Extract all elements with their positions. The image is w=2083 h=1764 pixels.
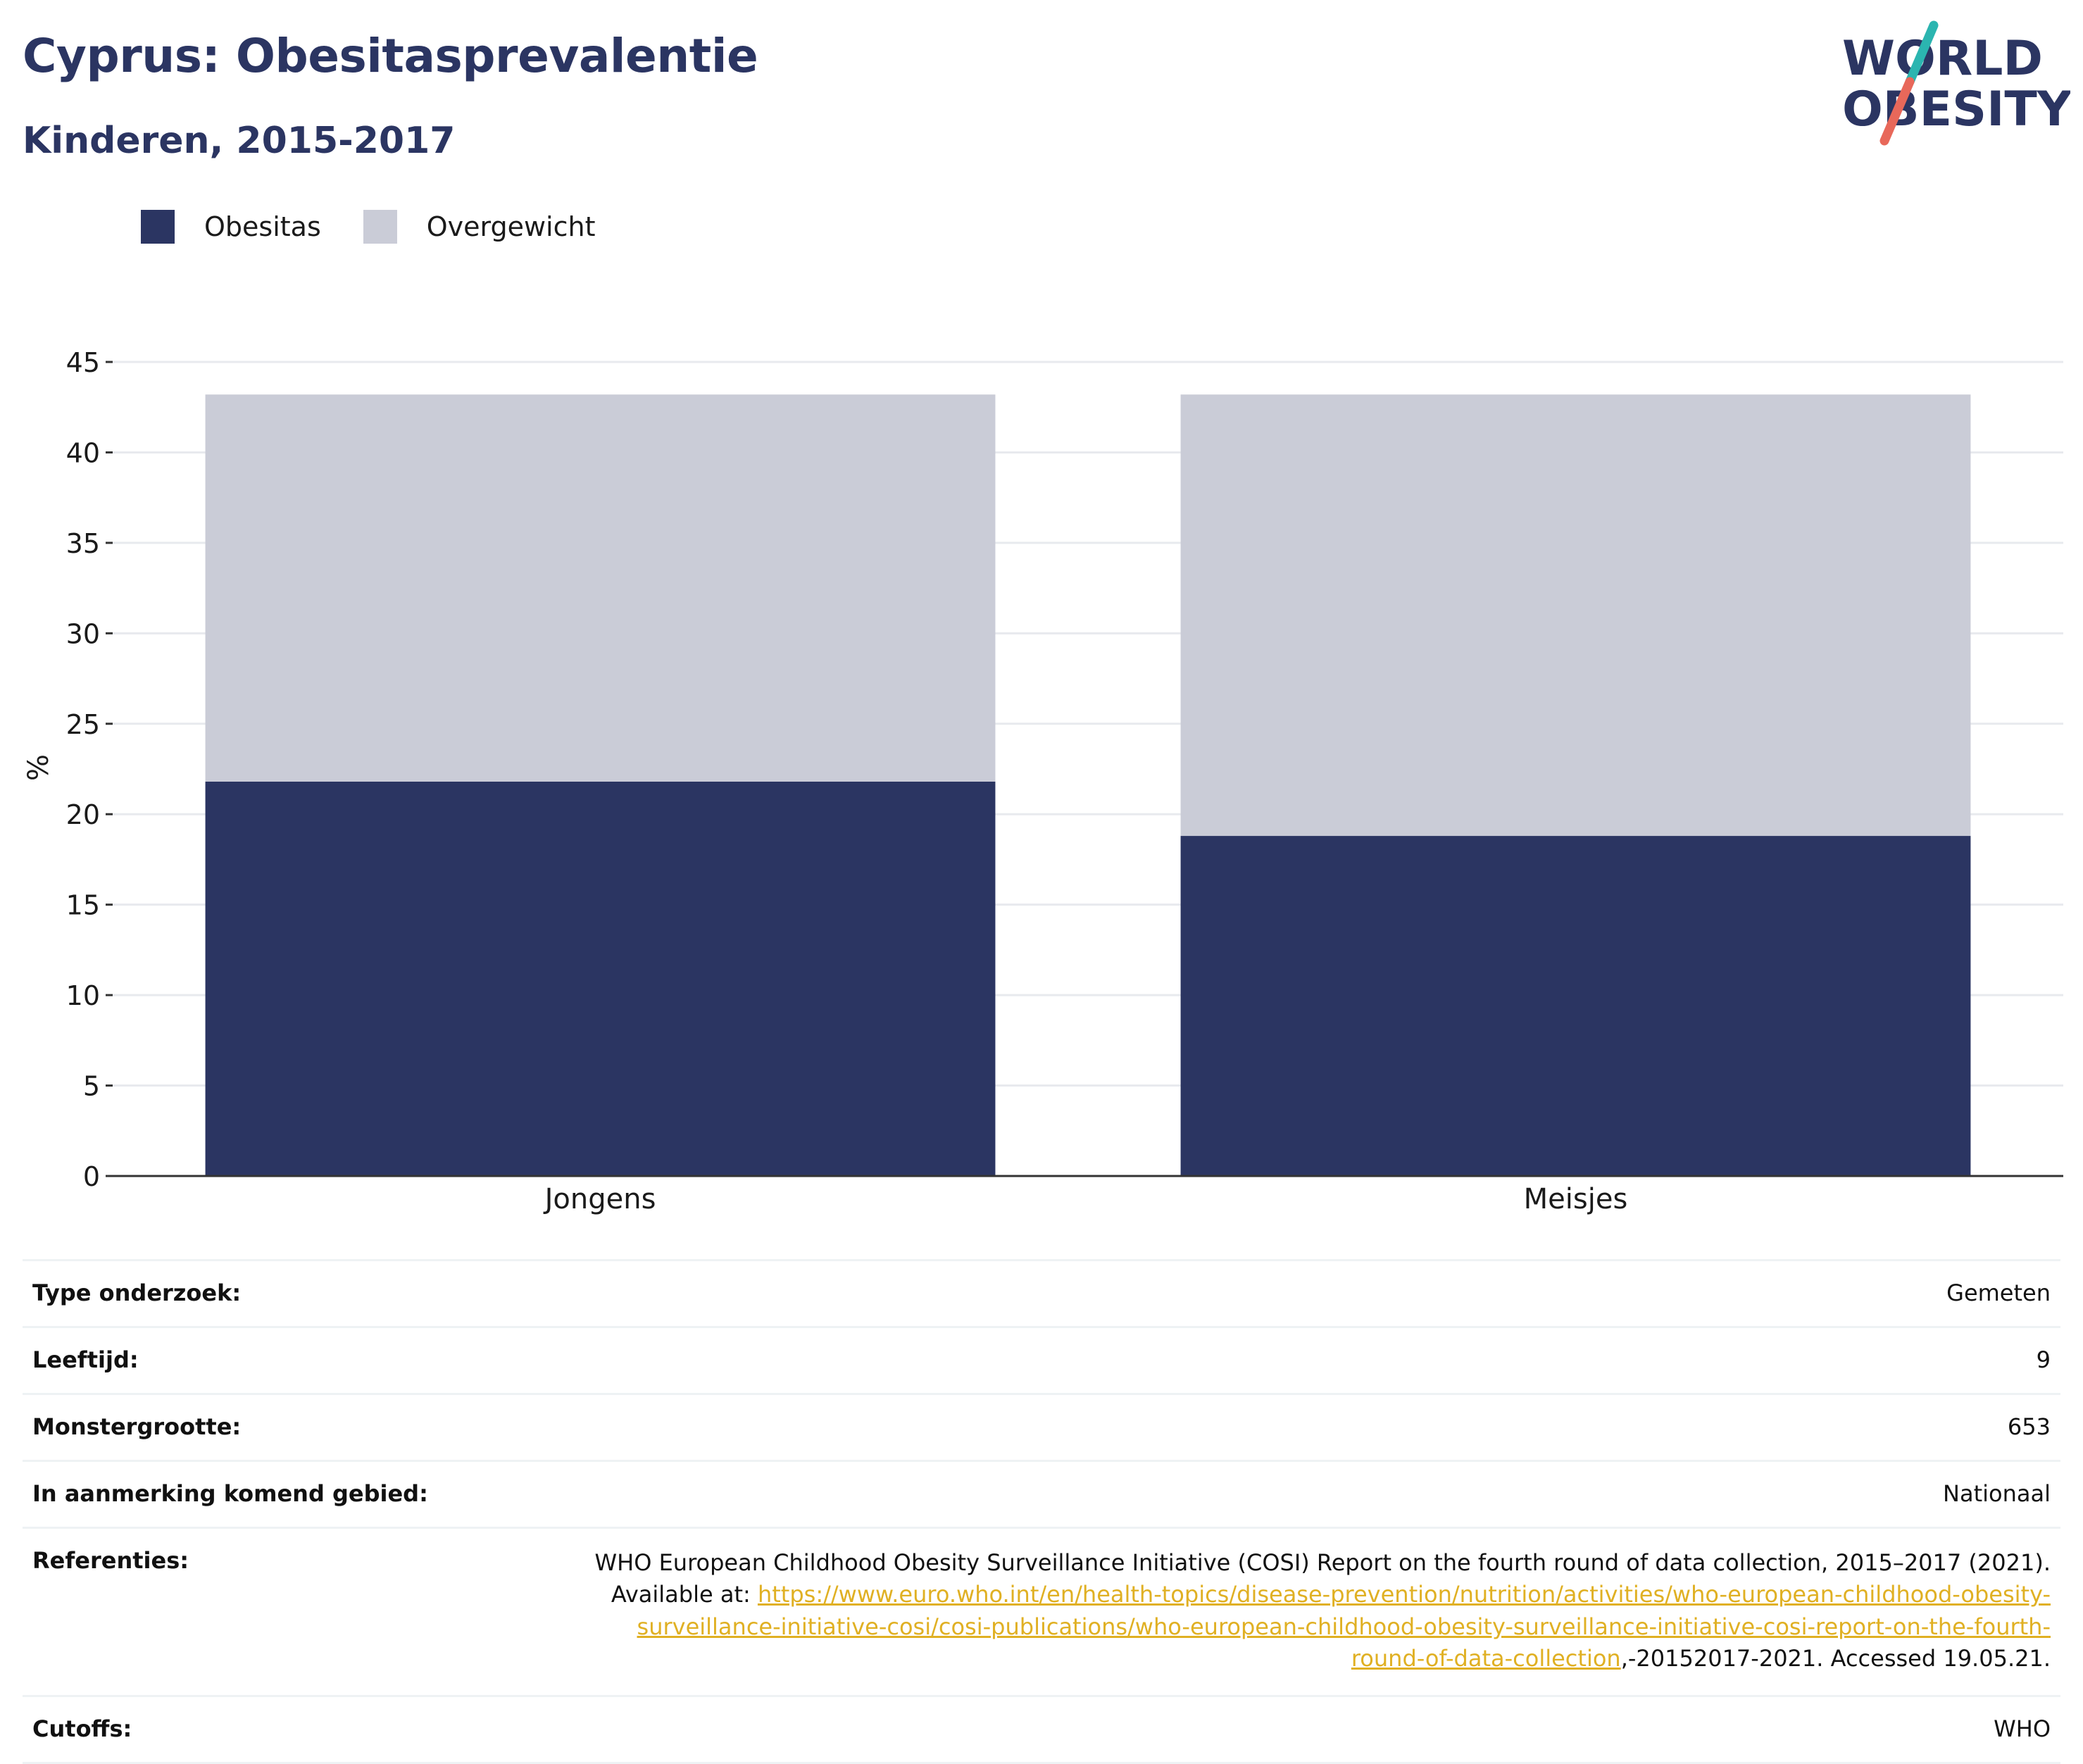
sample-size-label: Monstergrootte: <box>32 1413 242 1440</box>
logo-slash-top <box>1905 20 1939 87</box>
references-link[interactable]: https://www.euro.who.int/en/health-topic… <box>637 1581 2051 1672</box>
details-row-age: Leeftijd: 9 <box>23 1328 2060 1395</box>
y-tick-label: 10 <box>66 980 100 1011</box>
references-value: WHO European Childhood Obesity Surveilla… <box>579 1547 2051 1675</box>
world-obesity-logo: WORLD OBESITY <box>1842 20 2070 146</box>
cutoffs-value: WHO <box>1994 1715 2051 1742</box>
legend-label-obesitas: Obesitas <box>204 211 321 242</box>
legend-swatch-overgewicht <box>363 210 397 244</box>
age-value: 9 <box>2036 1346 2051 1373</box>
y-axis-ticks: 0 5 10 15 20 25 30 35 40 45 <box>66 347 113 1192</box>
y-tick-label: 5 <box>83 1071 100 1102</box>
cutoffs-label: Cutoffs: <box>32 1715 132 1742</box>
page-subtitle: Kinderen, 2015-2017 <box>23 120 456 162</box>
y-tick-label: 0 <box>83 1161 100 1192</box>
y-tick-label: 15 <box>66 890 100 921</box>
y-tick-label: 35 <box>66 528 100 559</box>
y-axis-label: % <box>23 754 55 781</box>
stacked-bar-chart: 0 5 10 15 20 25 30 35 40 45 Jongens Meisjes % <box>23 347 2063 1215</box>
references-text-before: WHO European Childhood Obesity Surveilla… <box>594 1549 2051 1608</box>
y-tick-label: 40 <box>66 437 100 468</box>
legend-item-overgewicht[interactable]: Overgewicht <box>363 210 596 244</box>
bar-jongens-overgewicht[interactable] <box>205 394 996 782</box>
logo-text-world: WORLD <box>1842 31 2043 87</box>
details-row-references: Referenties: WHO European Childhood Obes… <box>23 1529 2060 1697</box>
details-row-sample-size: Monstergrootte: 653 <box>23 1395 2060 1462</box>
page-title: Cyprus: Obesitasprevalentie <box>23 29 758 83</box>
chart-bars <box>205 394 1971 1176</box>
survey-type-label: Type onderzoek: <box>32 1280 242 1306</box>
references-text-after: ,-20152017-2021. Accessed 19.05.21. <box>1620 1645 2051 1672</box>
age-label: Leeftijd: <box>32 1346 139 1373</box>
logo-text-obesity: OBESITY <box>1842 82 2070 137</box>
y-tick-label: 45 <box>66 347 100 378</box>
area-label: In aanmerking komend gebied: <box>32 1480 428 1507</box>
y-tick-label: 20 <box>66 799 100 830</box>
chart-legend: Obesitas Overgewicht <box>141 210 638 244</box>
bar-jongens-obesitas[interactable] <box>205 781 996 1176</box>
y-tick-label: 30 <box>66 618 100 649</box>
survey-type-value: Gemeten <box>1946 1280 2051 1306</box>
logo-slash-bottom <box>1879 77 1915 146</box>
references-label: Referenties: <box>32 1547 189 1574</box>
details-row-survey-type: Type onderzoek: Gemeten <box>23 1261 2060 1328</box>
x-axis-ticks: Jongens Meisjes <box>543 1183 1628 1215</box>
x-tick-label-meisjes: Meisjes <box>1524 1183 1628 1215</box>
details-table: Type onderzoek: Gemeten Leeftijd: 9 Mons… <box>23 1259 2060 1764</box>
bar-meisjes-overgewicht[interactable] <box>1180 394 1971 837</box>
details-row-cutoffs: Cutoffs: WHO <box>23 1697 2060 1764</box>
legend-swatch-obesitas <box>141 210 175 244</box>
x-tick-label-jongens: Jongens <box>543 1183 656 1215</box>
y-tick-label: 25 <box>66 709 100 740</box>
sample-size-value: 653 <box>2007 1413 2051 1440</box>
details-row-area: In aanmerking komend gebied: Nationaal <box>23 1462 2060 1529</box>
bar-meisjes-obesitas[interactable] <box>1180 836 1971 1176</box>
area-value: Nationaal <box>1943 1480 2051 1507</box>
legend-label-overgewicht: Overgewicht <box>426 211 596 242</box>
legend-item-obesitas[interactable]: Obesitas <box>141 210 321 244</box>
